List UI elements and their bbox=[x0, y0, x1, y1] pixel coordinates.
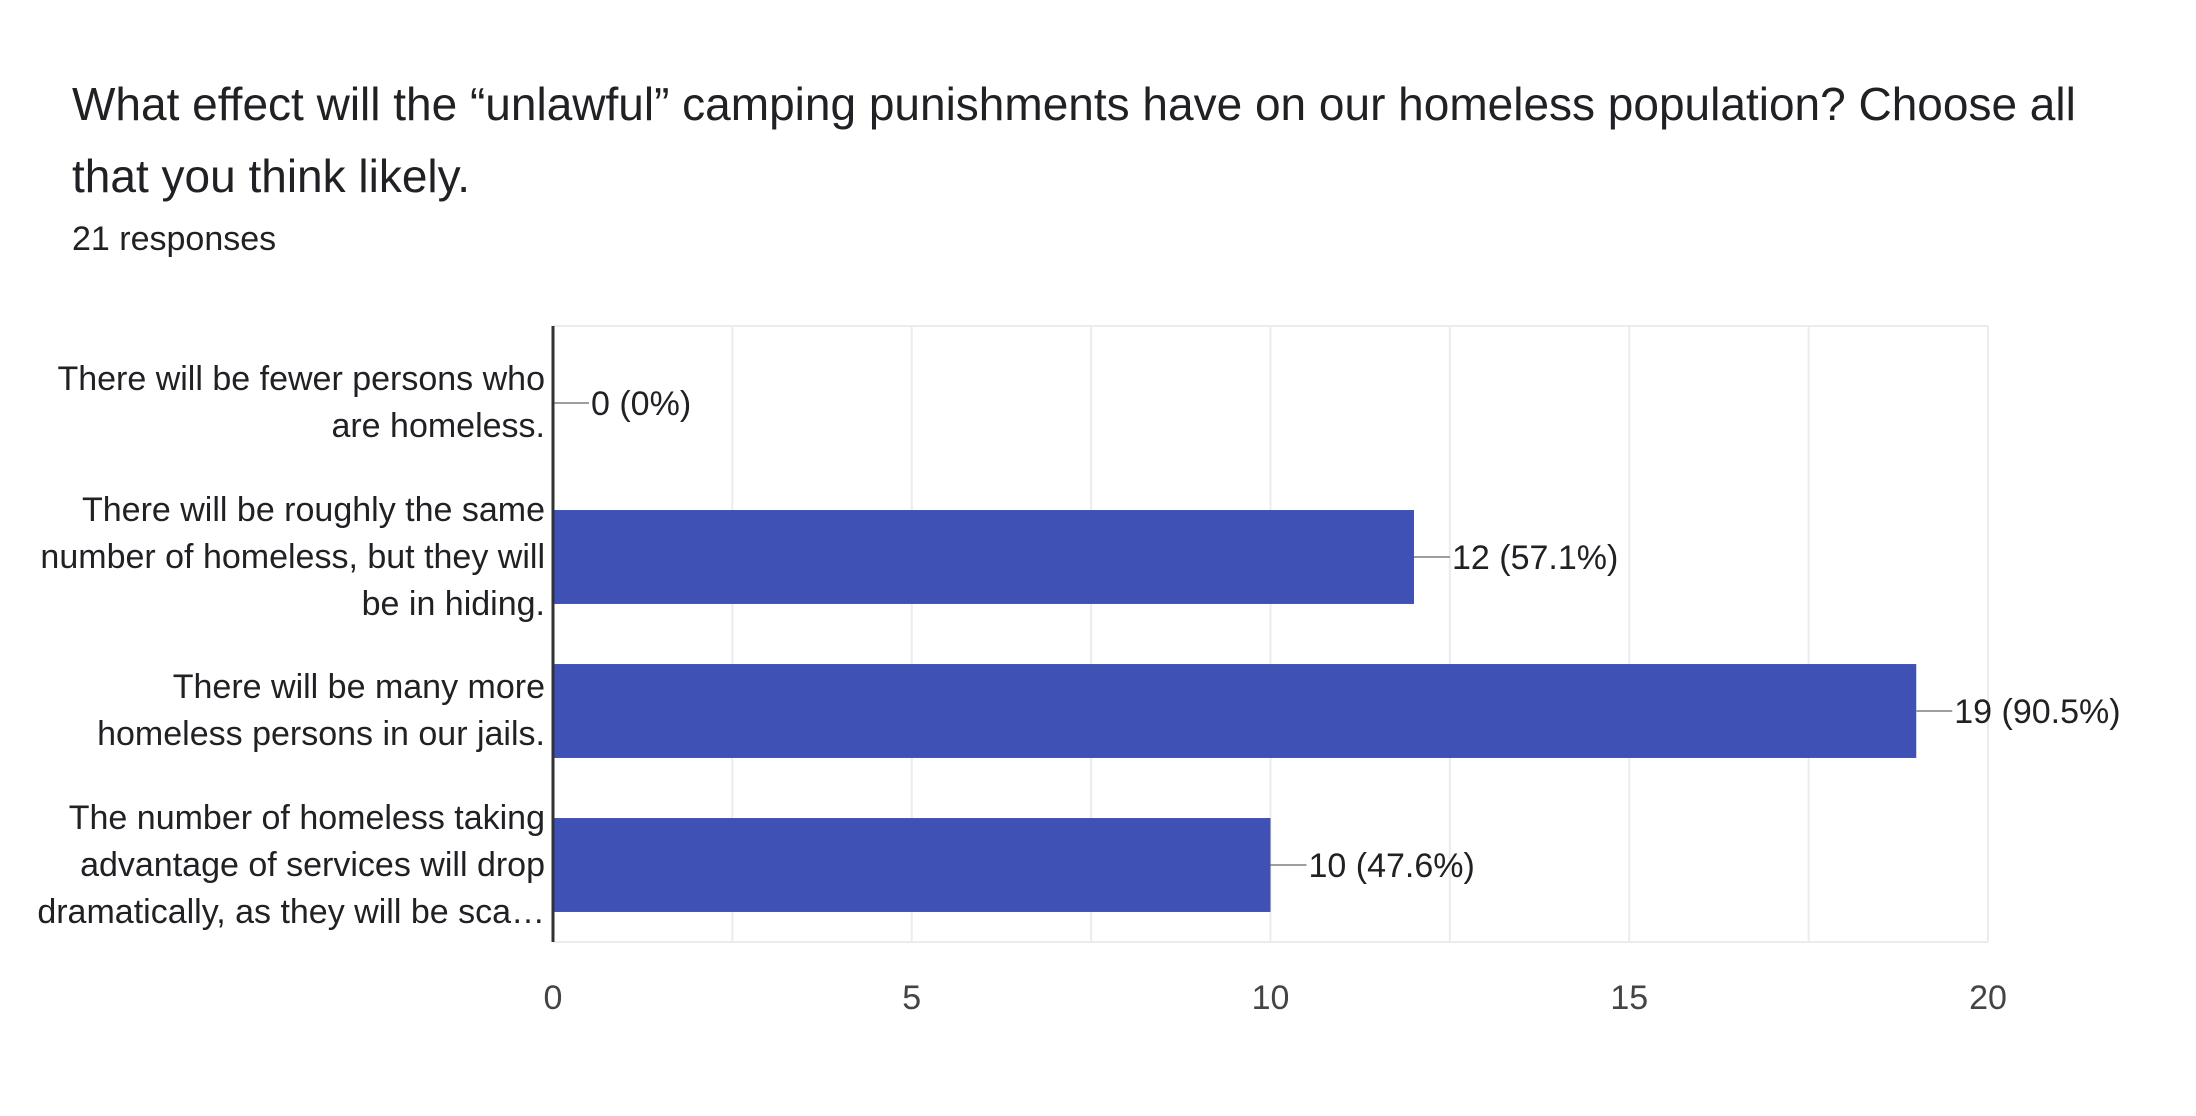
x-tick-label: 5 bbox=[902, 979, 921, 1017]
x-tick-label: 15 bbox=[1610, 979, 1648, 1017]
category-label: The number of homeless taking advantage … bbox=[37, 798, 545, 931]
data-label: 12 (57.1%) bbox=[1452, 539, 1618, 577]
x-tick-label: 0 bbox=[544, 979, 563, 1017]
data-label: 19 (90.5%) bbox=[1954, 693, 2120, 731]
bar bbox=[553, 664, 1917, 758]
x-axis-ticks: 0 5 10 15 20 bbox=[544, 979, 2007, 1017]
category-label: There will be fewer persons who are home… bbox=[57, 360, 545, 445]
category-label: There will be roughly the same number of… bbox=[40, 490, 545, 623]
response-count: 21 responses bbox=[72, 220, 277, 258]
bars bbox=[553, 510, 1917, 912]
category-label: There will be many more homeless persons… bbox=[97, 668, 545, 753]
bar bbox=[553, 510, 1414, 604]
data-label: 10 (47.6%) bbox=[1309, 847, 1475, 885]
data-labels: 0 (0%) 12 (57.1%) 19 (90.5%) 10 (47.6%) bbox=[551, 326, 2121, 942]
data-label: 0 (0%) bbox=[591, 385, 691, 423]
x-tick-label: 10 bbox=[1252, 979, 1290, 1017]
bar bbox=[553, 818, 1271, 912]
question-title: What effect will the “unlawful” camping … bbox=[72, 78, 2076, 202]
x-tick-label: 20 bbox=[1969, 979, 2007, 1017]
